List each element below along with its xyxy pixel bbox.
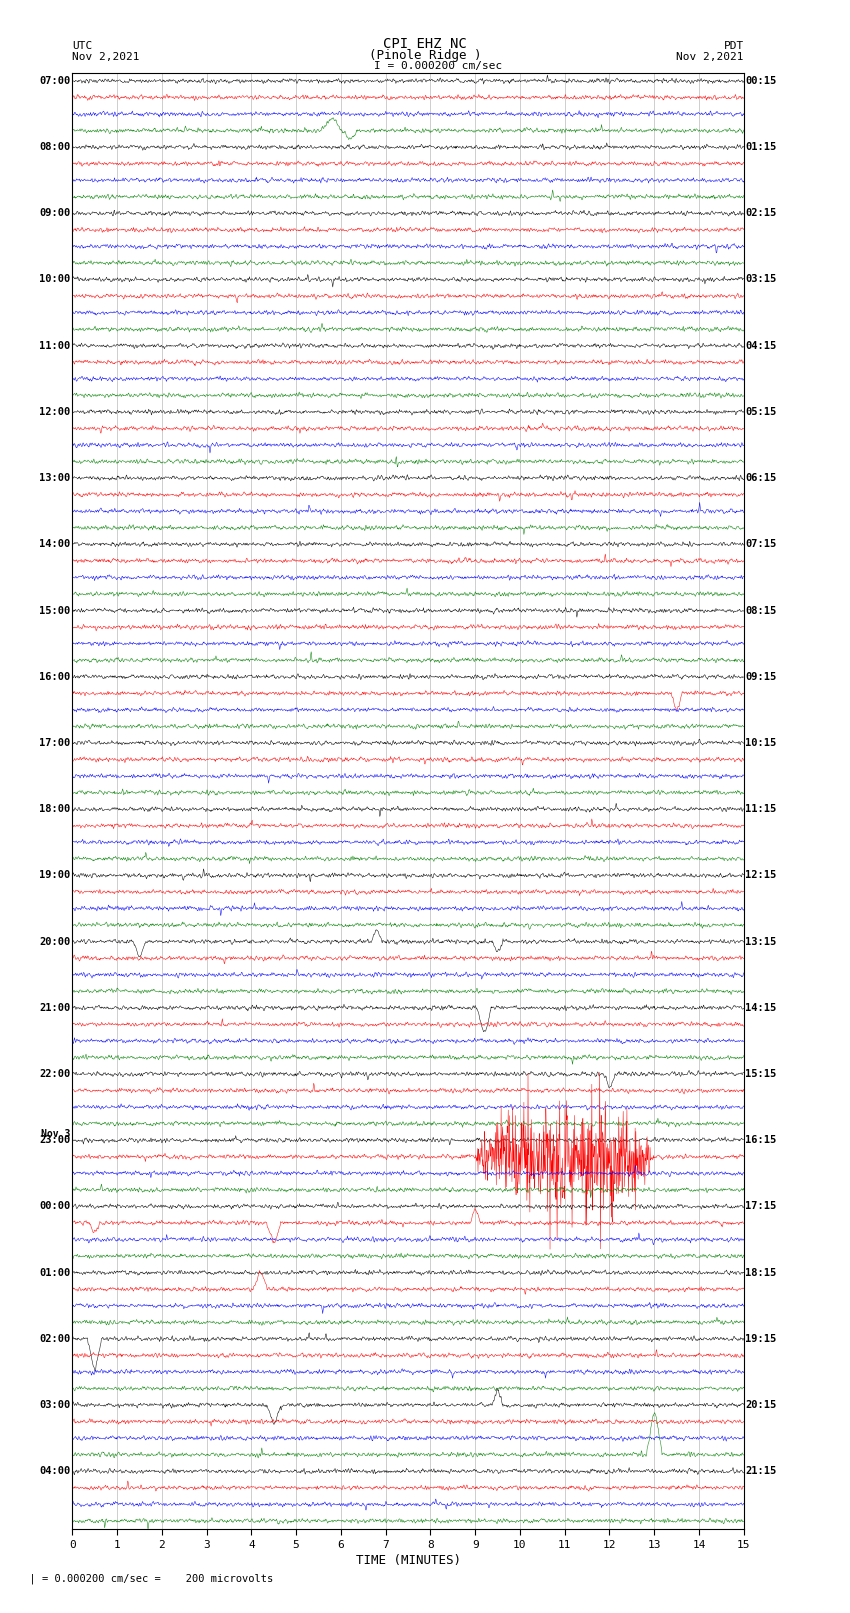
Text: 13:00: 13:00 xyxy=(39,473,71,484)
Text: I = 0.000200 cm/sec: I = 0.000200 cm/sec xyxy=(374,61,502,71)
Text: Nov 2,2021: Nov 2,2021 xyxy=(72,52,139,63)
Text: 15:15: 15:15 xyxy=(745,1069,777,1079)
Text: 17:00: 17:00 xyxy=(39,737,71,748)
Text: Nov 2,2021: Nov 2,2021 xyxy=(677,52,744,63)
Text: 12:00: 12:00 xyxy=(39,406,71,416)
Text: 15:00: 15:00 xyxy=(39,605,71,616)
Text: 21:00: 21:00 xyxy=(39,1003,71,1013)
Text: 14:00: 14:00 xyxy=(39,539,71,550)
Text: 19:00: 19:00 xyxy=(39,871,71,881)
Text: 10:15: 10:15 xyxy=(745,737,777,748)
Text: 13:15: 13:15 xyxy=(745,937,777,947)
Text: 07:00: 07:00 xyxy=(39,76,71,85)
Text: 17:15: 17:15 xyxy=(745,1202,777,1211)
Text: 11:00: 11:00 xyxy=(39,340,71,350)
Text: 20:00: 20:00 xyxy=(39,937,71,947)
Text: 03:00: 03:00 xyxy=(39,1400,71,1410)
Text: 00:00: 00:00 xyxy=(39,1202,71,1211)
Text: 06:15: 06:15 xyxy=(745,473,777,484)
Text: 08:00: 08:00 xyxy=(39,142,71,152)
Text: 10:00: 10:00 xyxy=(39,274,71,284)
Text: 03:15: 03:15 xyxy=(745,274,777,284)
Text: (Pinole Ridge ): (Pinole Ridge ) xyxy=(369,48,481,63)
Text: PDT: PDT xyxy=(723,40,744,50)
Text: 16:00: 16:00 xyxy=(39,671,71,682)
Text: 16:15: 16:15 xyxy=(745,1136,777,1145)
Text: Nov 3: Nov 3 xyxy=(41,1129,71,1139)
Text: 18:00: 18:00 xyxy=(39,805,71,815)
Text: 20:15: 20:15 xyxy=(745,1400,777,1410)
Text: CPI EHZ NC: CPI EHZ NC xyxy=(383,37,467,50)
Text: 09:00: 09:00 xyxy=(39,208,71,218)
Text: | = 0.000200 cm/sec =    200 microvolts: | = 0.000200 cm/sec = 200 microvolts xyxy=(17,1573,273,1584)
Text: 01:15: 01:15 xyxy=(745,142,777,152)
Text: 09:15: 09:15 xyxy=(745,671,777,682)
Text: 04:00: 04:00 xyxy=(39,1466,71,1476)
Text: 21:15: 21:15 xyxy=(745,1466,777,1476)
Text: 01:00: 01:00 xyxy=(39,1268,71,1277)
Text: 08:15: 08:15 xyxy=(745,605,777,616)
Text: 05:15: 05:15 xyxy=(745,406,777,416)
X-axis label: TIME (MINUTES): TIME (MINUTES) xyxy=(355,1553,461,1566)
Text: 02:00: 02:00 xyxy=(39,1334,71,1344)
Text: 04:15: 04:15 xyxy=(745,340,777,350)
Text: 23:00: 23:00 xyxy=(39,1136,71,1145)
Text: 18:15: 18:15 xyxy=(745,1268,777,1277)
Text: 11:15: 11:15 xyxy=(745,805,777,815)
Text: UTC: UTC xyxy=(72,40,93,50)
Text: 07:15: 07:15 xyxy=(745,539,777,550)
Text: 00:15: 00:15 xyxy=(745,76,777,85)
Text: 02:15: 02:15 xyxy=(745,208,777,218)
Text: 19:15: 19:15 xyxy=(745,1334,777,1344)
Text: 14:15: 14:15 xyxy=(745,1003,777,1013)
Text: 12:15: 12:15 xyxy=(745,871,777,881)
Text: 22:00: 22:00 xyxy=(39,1069,71,1079)
